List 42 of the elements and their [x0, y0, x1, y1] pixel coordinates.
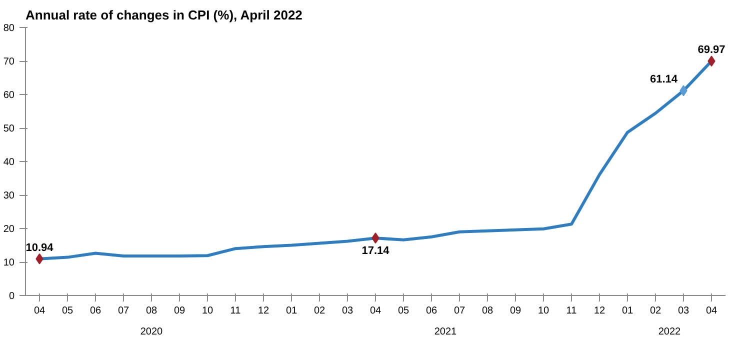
- x-tick-label: 09: [510, 306, 522, 316]
- text: 2020: [140, 326, 164, 338]
- chart-title: Annual rate of changes in CPI (%), April 2022: [26, 8, 302, 22]
- x-tick-label: 09: [174, 306, 186, 316]
- data-label: 10.94: [26, 242, 54, 254]
- y-tick-label: 70: [3, 56, 15, 68]
- x-tick-label: 05: [398, 306, 410, 316]
- y-tick-label: 60: [3, 90, 15, 101]
- y-tick-label: 20: [3, 224, 15, 235]
- x-tick-label: 06: [426, 306, 438, 316]
- x-tick-label: 11: [230, 306, 242, 316]
- x-tick-label: 12: [258, 306, 270, 316]
- x-tick-label: 04: [34, 306, 46, 316]
- x-tick-label: 02: [650, 306, 662, 316]
- x-tick-label: 01: [622, 306, 634, 316]
- x-tick-label: 01: [286, 306, 298, 316]
- y-tick-label: 0: [8, 291, 15, 302]
- x-tick-label: 04: [370, 306, 382, 316]
- y-tick-label: 10: [3, 258, 15, 268]
- x-tick-label: 10: [538, 306, 550, 316]
- x-tick-label: 02: [314, 306, 326, 316]
- x-tick-label: 05: [62, 306, 74, 316]
- x-tick-label: 04: [706, 306, 718, 316]
- x-tick-label: 06: [90, 306, 102, 316]
- y-tick-label: 30: [3, 190, 15, 202]
- data-label: 61.14: [650, 74, 678, 86]
- y-tick-label: 40: [3, 157, 15, 168]
- x-tick-label: 08: [146, 306, 158, 316]
- x-tick-label: 12: [594, 306, 606, 316]
- text: 2022: [658, 326, 682, 338]
- x-tick-label: 07: [454, 306, 466, 316]
- data-label: 17.14: [362, 245, 390, 258]
- x-tick-label: 08: [482, 306, 494, 316]
- text: 2021: [434, 326, 458, 338]
- y-tick-label: 80: [3, 23, 15, 34]
- x-tick-label: 03: [678, 306, 690, 316]
- data-label: 69.97: [698, 44, 726, 56]
- x-tick-label: 11: [566, 306, 578, 316]
- x-tick-label: 07: [118, 306, 130, 316]
- y-tick-label: 50: [3, 124, 15, 134]
- x-tick-label: 03: [342, 306, 354, 316]
- x-tick-label: 10: [202, 306, 214, 316]
